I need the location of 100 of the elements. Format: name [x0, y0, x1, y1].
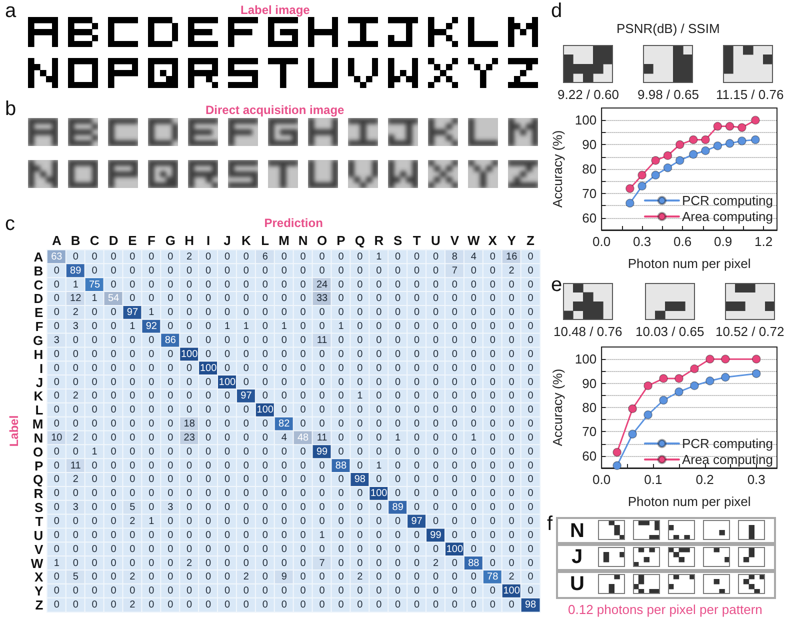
data-label: 0: [206, 404, 212, 416]
data-label: 0: [470, 586, 477, 597]
data-label: 3: [72, 502, 79, 514]
data-label: 0: [92, 390, 98, 402]
data-label: 0: [281, 265, 288, 276]
data-label: 0: [357, 348, 364, 360]
data-label: 92: [146, 321, 158, 332]
data-label: 0: [490, 586, 496, 597]
data-label: 0: [357, 432, 364, 444]
text: d: [551, 0, 562, 22]
data-label: 0: [470, 376, 477, 388]
data-label: 0: [470, 502, 477, 514]
data-label: 0: [432, 572, 439, 583]
data-label: 0: [528, 279, 534, 290]
data-label: 0: [186, 572, 193, 583]
data-label: 0: [224, 279, 230, 290]
data-label: 0: [186, 362, 193, 374]
data-label: 0: [110, 404, 117, 416]
data-label: 0: [92, 362, 98, 374]
data-label: 0: [206, 474, 212, 486]
data-label: 0: [338, 390, 344, 402]
data-label: 0: [319, 362, 326, 374]
data-label: 7: [319, 558, 326, 569]
point: [644, 410, 652, 420]
data-label: 0: [300, 418, 306, 430]
data-label: 0: [452, 279, 458, 290]
data-label: 1: [224, 321, 230, 332]
data-label: 1: [92, 293, 98, 304]
data-label: 0: [168, 516, 174, 527]
data-label: 0: [300, 251, 306, 262]
data-label: 0: [224, 348, 230, 360]
y-tick-label: W: [30, 556, 44, 571]
data-label: 0: [300, 502, 306, 514]
data-label: 0: [432, 586, 439, 597]
data-label: 0: [395, 390, 402, 402]
data-label: 0: [168, 418, 174, 430]
data-label: 0: [528, 376, 534, 388]
data-label: 0: [357, 530, 364, 541]
data-label: 0: [130, 460, 136, 472]
data-label: 0: [224, 488, 230, 500]
data-label: 0: [452, 502, 458, 514]
legend-label: PCR computing: [682, 193, 773, 208]
data-label: 0: [376, 362, 382, 374]
data-label: 0: [148, 293, 155, 304]
data-label: 18: [184, 418, 196, 430]
text: 0.12 photons per pixel per pattern: [568, 602, 762, 617]
data-label: 0: [376, 432, 382, 444]
data-label: 0: [243, 530, 250, 541]
data-label: 0: [243, 362, 250, 374]
data-label: 0: [395, 572, 402, 583]
data-label: 0: [376, 348, 382, 360]
data-label: 0: [395, 376, 402, 388]
data-label: 0: [54, 293, 60, 304]
x-tick-label: Z: [526, 233, 535, 248]
data-label: 0: [281, 293, 288, 304]
data-label: 0: [148, 558, 155, 569]
data-label: 0: [452, 335, 458, 346]
data-label: 0: [338, 335, 344, 346]
y-tick-label: 60: [582, 210, 597, 226]
data-label: 0: [357, 488, 364, 500]
data-label: 0: [168, 572, 174, 583]
data-label: 0: [452, 418, 458, 430]
data-label: 0: [470, 446, 477, 458]
data-label: 0: [490, 460, 496, 472]
text: 10.03 / 0.65: [636, 324, 704, 339]
data-label: 0: [168, 460, 174, 472]
data-label: 0: [130, 404, 136, 416]
x-axis-title: Photon num per pixel: [628, 256, 751, 271]
data-label: 0: [376, 502, 382, 514]
data-label: 0: [243, 502, 250, 514]
data-label: 0: [357, 502, 364, 514]
data-label: 0: [92, 530, 98, 541]
data-label: 0: [243, 474, 250, 486]
data-label: 0: [338, 572, 344, 583]
data-label: 0: [357, 321, 364, 332]
data-label: 10: [51, 432, 63, 444]
data-label: 0: [490, 307, 496, 318]
data-label: 0: [54, 544, 60, 555]
data-label: 0: [432, 432, 439, 444]
data-label: 0: [148, 446, 155, 458]
data-label: 0: [148, 600, 155, 611]
data-label: 0: [376, 279, 382, 290]
data-label: 0: [206, 530, 212, 541]
data-label: 0: [395, 404, 402, 416]
data-label: 0: [432, 488, 439, 500]
data-label: 0: [432, 600, 439, 611]
data-label: 0: [414, 335, 420, 346]
data-label: 0: [224, 404, 230, 416]
data-label: 0: [54, 460, 60, 472]
data-label: 0: [148, 251, 155, 262]
data-label: 100: [218, 376, 236, 388]
data-label: 0: [281, 251, 288, 262]
data-label: 0: [338, 530, 344, 541]
data-label: 0: [243, 376, 250, 388]
data-label: 0: [243, 432, 250, 444]
text: 9.98 / 0.65: [638, 87, 699, 102]
data-label: 0: [281, 544, 288, 555]
data-label: 0: [281, 600, 288, 611]
data-label: 0: [206, 544, 212, 555]
data-label: 0: [300, 265, 306, 276]
